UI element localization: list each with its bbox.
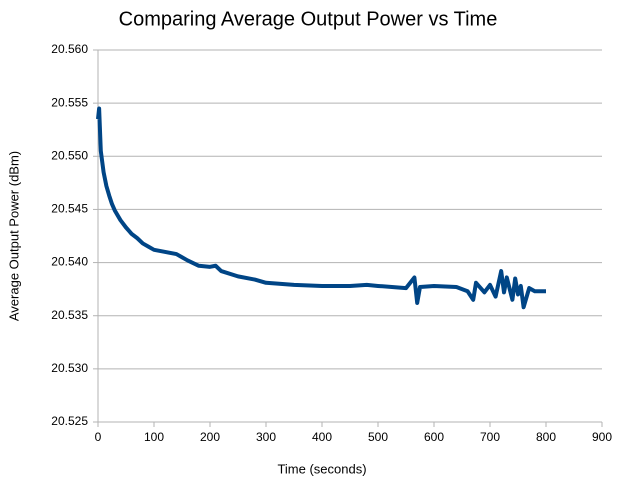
x-axis-title: Time (seconds) bbox=[277, 461, 366, 476]
y-tick-label: 20.545 bbox=[51, 202, 88, 216]
y-tick-label: 20.560 bbox=[51, 42, 88, 56]
y-tick-label: 20.550 bbox=[51, 148, 88, 162]
data-line bbox=[96, 106, 546, 310]
x-tick-label: 600 bbox=[424, 430, 444, 444]
y-tick-label: 20.530 bbox=[51, 361, 88, 375]
chart-title: Comparing Average Output Power vs Time bbox=[119, 8, 498, 30]
x-tick-label: 800 bbox=[536, 430, 556, 444]
y-tick-label: 20.535 bbox=[51, 308, 88, 322]
y-tick-label: 20.555 bbox=[51, 95, 88, 109]
y-tick-label: 20.525 bbox=[51, 414, 88, 428]
x-tick-label: 400 bbox=[312, 430, 332, 444]
x-tick-label: 500 bbox=[368, 430, 388, 444]
x-tick-label: 0 bbox=[95, 430, 102, 444]
x-tick-label: 300 bbox=[256, 430, 276, 444]
x-tick-label: 900 bbox=[592, 430, 612, 444]
x-tick-label: 100 bbox=[144, 430, 164, 444]
y-axis-title: Average Output Power (dBm) bbox=[6, 151, 21, 321]
x-tick-label: 200 bbox=[200, 430, 220, 444]
x-tick-label: 700 bbox=[480, 430, 500, 444]
y-tick-label: 20.540 bbox=[51, 255, 88, 269]
